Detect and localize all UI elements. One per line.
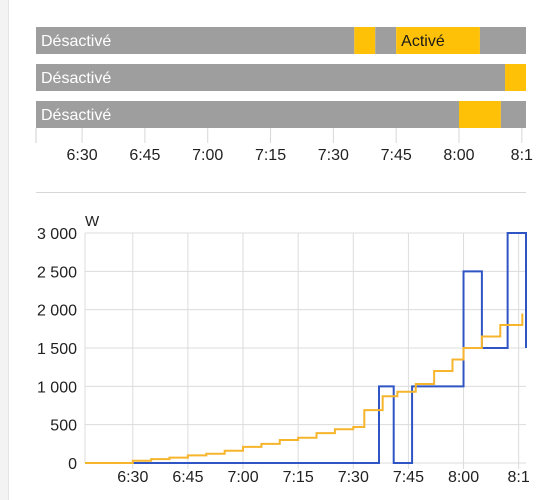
- timeline-x-tick-label: 6:30: [66, 147, 97, 164]
- y-axis-unit-label: W: [85, 213, 100, 230]
- timeline-x-tick-label: 6:45: [129, 147, 160, 164]
- timeline-segment-label: Activé: [401, 33, 445, 50]
- timeline-segment-on[interactable]: [396, 27, 480, 54]
- timeline-segment-off[interactable]: [36, 101, 459, 128]
- timeline-row: Désactivé: [36, 64, 526, 91]
- x-tick-label: 8:1: [508, 469, 530, 486]
- timeline-segment-off[interactable]: [36, 64, 506, 91]
- x-tick-label: 6:45: [172, 469, 203, 486]
- timeline-segment-label: Désactivé: [41, 107, 111, 124]
- timeline-segment-on[interactable]: [354, 27, 376, 54]
- x-tick-label: 6:30: [117, 469, 148, 486]
- y-tick-label: 500: [50, 418, 77, 435]
- x-tick-label: 7:30: [338, 469, 369, 486]
- y-tick-label: 1 500: [37, 341, 77, 358]
- power-line-chart: W 0 500 1 000 1 500 2 000 2 500 3 000 6:30 6:45 7:…: [37, 213, 530, 486]
- timeline-segment-label: Désactivé: [41, 33, 111, 50]
- timeline-x-tick-label: 8:00: [443, 147, 474, 164]
- series-line-1[interactable]: [85, 313, 524, 464]
- y-tick-label: 1 000: [37, 379, 77, 396]
- y-tick-label: 0: [68, 456, 77, 473]
- timeline-x-tick-label: 7:00: [192, 147, 223, 164]
- timeline-segment-off[interactable]: [36, 27, 355, 54]
- y-tick-label: 2 000: [37, 303, 77, 320]
- timeline-segment-on[interactable]: [505, 64, 526, 91]
- y-tick-label: 2 500: [37, 264, 77, 281]
- timeline-x-tick-label: 7:45: [381, 147, 412, 164]
- timeline-x-tick-label: 7:15: [255, 147, 286, 164]
- state-timeline-chart: Désactivé Activé Désactivé Désactivé 6:30 6:4…: [35, 27, 533, 164]
- chart-divider: [36, 192, 526, 193]
- timeline-x-tick-label: 8:1: [511, 147, 533, 164]
- timeline-segment-label: Désactivé: [41, 70, 111, 87]
- timeline-x-tick-label: 7:30: [318, 147, 349, 164]
- y-tick-label: 3 000: [37, 226, 77, 243]
- timeline-segment-off[interactable]: [479, 27, 526, 54]
- x-tick-label: 8:00: [448, 469, 479, 486]
- x-tick-label: 7:15: [283, 469, 314, 486]
- history-card: Désactivé Activé Désactivé Désactivé 6:30 6:4…: [8, 0, 560, 500]
- series-line-0[interactable]: [85, 232, 527, 464]
- timeline-segment-on[interactable]: [458, 101, 501, 128]
- timeline-segment-off[interactable]: [375, 27, 397, 54]
- x-tick-label: 7:00: [227, 469, 258, 486]
- timeline-segment-off[interactable]: [500, 101, 526, 128]
- timeline-row: Désactivé Activé: [36, 27, 526, 54]
- x-tick-label: 7:45: [393, 469, 424, 486]
- timeline-row: Désactivé: [36, 101, 526, 128]
